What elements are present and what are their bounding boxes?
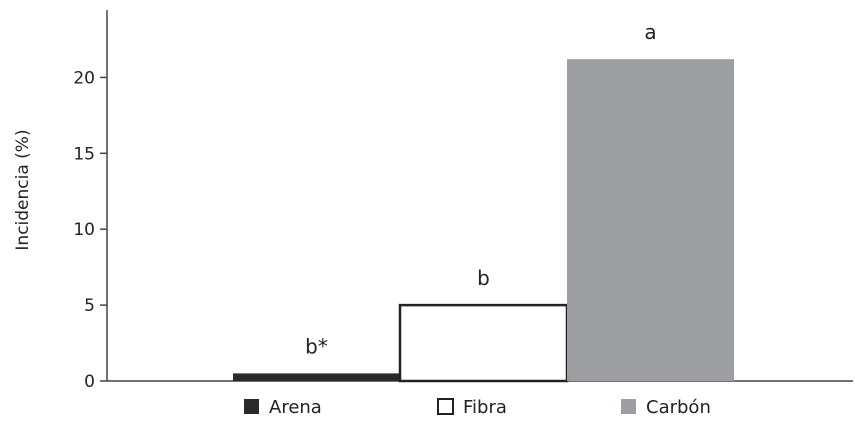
y-tick-label: 5 [84,296,95,316]
bar-annotation: a [644,20,656,44]
y-tick-label: 10 [73,220,95,240]
legend-label: Carbón [646,397,711,418]
bar-annotations: b* b a [305,20,656,358]
legend: Arena Fibra Carbón [244,397,711,418]
y-tick-label: 0 [84,372,95,392]
y-ticks: 0 5 10 15 20 [73,68,107,392]
legend-swatch [621,399,636,414]
legend-swatch [244,399,259,414]
y-axis-label: Incidencia (%) [13,129,33,250]
legend-label: Arena [269,397,322,418]
y-tick-label: 15 [73,144,95,164]
bar-annotation: b [477,266,490,290]
bar-arena [233,373,400,381]
bar-fibra [398,303,569,383]
bars [233,59,734,383]
bar-carbn [567,59,734,382]
y-tick-label: 20 [73,68,95,88]
bar-annotation: b* [305,334,328,358]
legend-label: Fibra [463,397,507,418]
legend-swatch [437,398,454,415]
